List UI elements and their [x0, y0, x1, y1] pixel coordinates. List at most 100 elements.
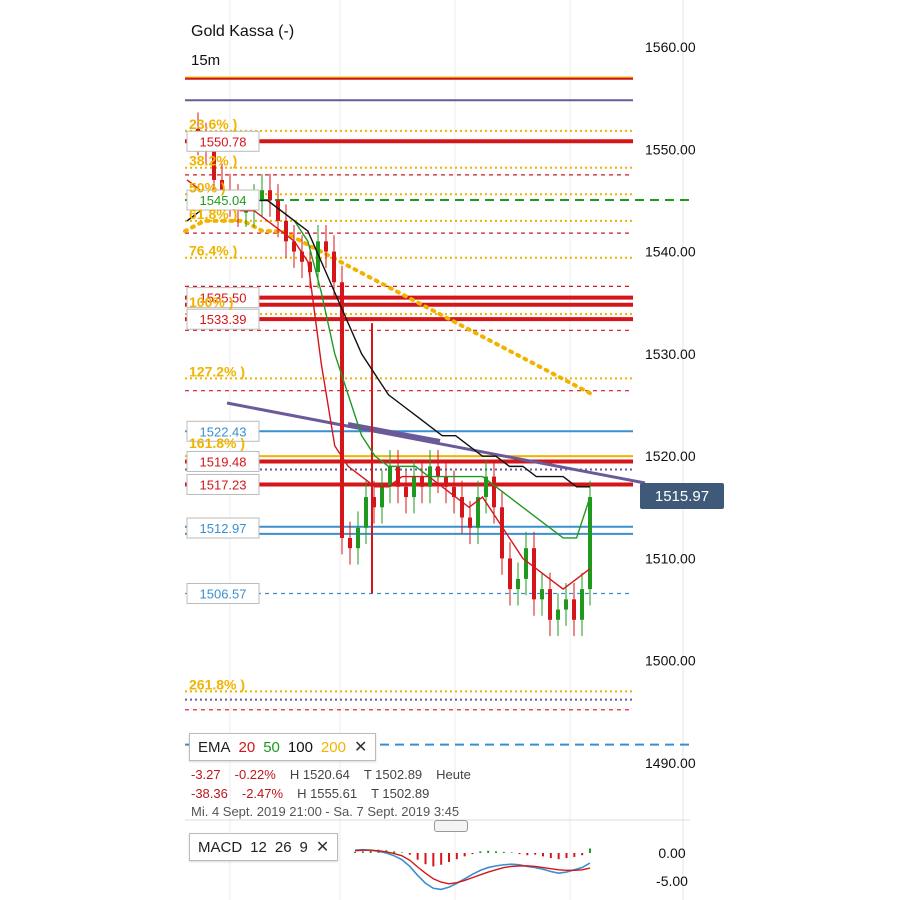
ema-legend[interactable]: EMA 20 50 100 200 ✕: [189, 733, 377, 761]
macd-signal-line: [354, 849, 591, 885]
low-today: T 1502.89: [363, 767, 423, 782]
candle-body: [388, 466, 392, 487]
candle-body: [324, 241, 328, 252]
candles: [196, 112, 592, 637]
level-label-box[interactable]: [186, 287, 260, 309]
level-label-box[interactable]: [186, 308, 260, 330]
candle-body: [220, 179, 224, 191]
y-tick-label: 1490.00: [645, 755, 696, 771]
candle-body: [332, 251, 336, 283]
ema-200-line[interactable]: [183, 218, 595, 397]
fib-labels: 23.6% )38.2% )50% )61.8% )76.4% )100% )1…: [189, 116, 245, 693]
candle-body: [436, 466, 440, 477]
date-range: Mi. 4 Sept. 2019 21:00 - Sa. 7 Sept. 201…: [191, 804, 460, 819]
trendline[interactable]: [226, 401, 646, 485]
level-label-l1512: 1512.97: [200, 521, 247, 536]
macd-histogram: [354, 848, 591, 867]
candle-body: [364, 497, 368, 528]
candle-body: [492, 476, 496, 508]
candle-body: [292, 241, 296, 252]
grid: [229, 0, 684, 900]
timeframe-label[interactable]: 15m: [191, 52, 221, 69]
candle-body: [524, 548, 528, 579]
ema-100-line[interactable]: [186, 199, 590, 488]
level-labels: 1550.78 1545.04 1535.50 1533.39 1522.43 1519.…: [186, 130, 260, 605]
y-tick-label: 1530.00: [645, 346, 696, 362]
level-label-l1533: 1533.39: [200, 312, 247, 327]
level-label-l1535: 1535.50: [200, 291, 247, 306]
stats-row-today: -3.27 -0.22% H 1520.64 T 1502.89 Heute: [191, 767, 471, 782]
ema-200-period: 200: [320, 738, 346, 756]
candle-body: [356, 527, 360, 549]
fib-label: 38.2% ): [189, 153, 237, 169]
macd-legend[interactable]: MACD 12 26 9 ✕: [189, 833, 339, 861]
candle-body: [308, 261, 312, 273]
fib-label: 50% ): [189, 179, 226, 195]
fib-label: 76.4% ): [189, 243, 237, 259]
macd-slow: 26: [274, 838, 292, 856]
fib-label: 127.2% ): [189, 363, 245, 379]
candle-body: [316, 241, 320, 273]
macd-fast: 12: [250, 838, 267, 856]
level-label-box[interactable]: [186, 450, 260, 472]
candle-body: [372, 497, 376, 508]
candle-body: [548, 589, 552, 620]
candle-body: [420, 476, 424, 487]
candle-body: [468, 517, 472, 528]
change-range: -38.36: [191, 786, 228, 801]
candle-body: [348, 537, 352, 549]
macd-line: [354, 848, 591, 891]
level-label-box[interactable]: [186, 130, 260, 152]
ema-100-period: 100: [287, 738, 313, 756]
candle-body: [572, 599, 576, 620]
pane-resize-handle[interactable]: [434, 820, 468, 832]
fib-label: 61.8% ): [189, 206, 237, 222]
candle-body: [580, 589, 584, 620]
y-tick-label: 1500.00: [645, 653, 696, 669]
ema-close-icon[interactable]: ✕: [353, 739, 368, 756]
candle-body: [260, 190, 264, 201]
low-range: T 1502.89: [371, 786, 430, 801]
level-label-box[interactable]: [186, 189, 260, 211]
level-label-box[interactable]: [186, 420, 260, 442]
macd-close-icon[interactable]: ✕: [315, 839, 330, 856]
candle-body: [508, 558, 512, 590]
level-label-box[interactable]: [186, 583, 260, 605]
change-pct-today: -0.22%: [234, 767, 276, 782]
candle-body: [452, 486, 456, 498]
macd-y-tick-label: -5.00: [656, 873, 688, 889]
chart-title: Gold Kassa (-): [191, 23, 295, 40]
y-tick-label: 1510.00: [645, 550, 696, 566]
stats-row-range: -38.36 -2.47% H 1555.61 T 1502.89: [191, 786, 429, 801]
candle-body: [588, 497, 592, 590]
candle-body: [556, 609, 560, 620]
change-today: -3.27: [191, 767, 221, 782]
current-price-tag: 1515.97: [640, 483, 724, 509]
ema-20-line[interactable]: [186, 179, 591, 590]
level-label-box[interactable]: [186, 473, 260, 495]
y-tick-label: 1550.00: [645, 141, 696, 157]
fib-label: 23.6% ): [189, 116, 237, 132]
candle-body: [396, 466, 400, 487]
level-label-l1517: 1517.23: [200, 477, 247, 492]
candle-body: [268, 190, 272, 201]
macd-y-tick-label: 0.00: [658, 845, 685, 861]
ema-50-period: 50: [263, 738, 280, 756]
level-label-box[interactable]: [186, 517, 260, 539]
level-label-l1506: 1506.57: [200, 587, 247, 602]
candle-body: [540, 589, 544, 600]
candle-body: [564, 599, 568, 610]
fib-label: 161.8% ): [189, 435, 245, 451]
candle-body: [244, 210, 248, 213]
high-today: H 1520.64: [289, 767, 350, 782]
candle-body: [276, 200, 280, 221]
candle-body: [340, 282, 344, 538]
horizontal-levels: [185, 76, 690, 746]
level-label-l1522: 1522.43: [200, 424, 247, 439]
ema-20-period: 20: [238, 738, 256, 756]
trendline-highlight[interactable]: [347, 422, 441, 443]
candle-body: [300, 251, 304, 262]
candle-body: [412, 476, 416, 498]
level-label-l1545: 1545.04: [200, 193, 247, 208]
